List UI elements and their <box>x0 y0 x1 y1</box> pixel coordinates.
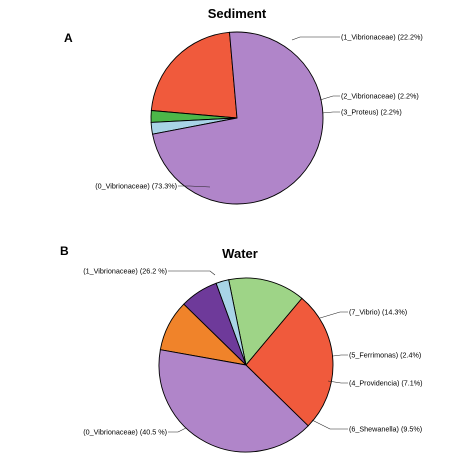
slice-label-4: (0_Vibrionaceae) (40.5 %) <box>83 428 167 437</box>
slice-label-0: (7_Vibrio) (14.3%) <box>349 308 407 317</box>
sediment-slices <box>150 31 324 205</box>
slice-label-2: (3_Proteus) (2.2%) <box>341 108 402 117</box>
panel-label-a: A <box>64 31 73 45</box>
leader-line-4 <box>168 427 187 433</box>
leader-line-2 <box>321 111 340 114</box>
sediment-labels: (1_Vibrionaceae) (22.2%) (2_Vibrionaceae)… <box>95 33 423 191</box>
pie-slice-vibrionaceae-0 <box>150 31 238 119</box>
pie-slice-vibrionaceae-3 <box>152 31 324 205</box>
chart-title-water: Water <box>222 246 258 261</box>
leader-line-5 <box>168 270 216 276</box>
water-pie-panel: Water B (7_Vibrio) (14.3%) (5_Ferrimonas)… <box>60 244 423 453</box>
pie-slice-vibrionaceae-5 <box>245 297 334 427</box>
slice-label-3: (0_Vibrionaceae) (73.3%) <box>95 182 177 191</box>
slice-label-5: (1_Vibrionaceae) (26.2 %) <box>83 267 167 276</box>
leader-line-0 <box>291 36 340 41</box>
slice-label-2: (4_Providencia) (7.1%) <box>349 379 423 388</box>
pie-slice-vibrio-0 <box>228 277 303 367</box>
leader-line-3 <box>178 185 211 188</box>
sediment-pie-panel: Sediment A (1_Vibrionaceae) (22.2%) (2_Vi… <box>64 6 423 205</box>
leader-line-2 <box>327 380 348 384</box>
slice-label-1: (2_Vibrionaceae) (2.2%) <box>341 92 419 101</box>
slice-label-1: (5_Ferrimonas) (2.4%) <box>349 351 421 360</box>
slice-label-3: (6_Shewanella) (9.5%) <box>349 425 422 434</box>
leader-line-1 <box>332 354 348 357</box>
leader-line-3 <box>311 419 348 430</box>
leader-line-1 <box>319 95 340 101</box>
water-labels: (7_Vibrio) (14.3%) (5_Ferrimonas) (2.4%) (… <box>83 267 422 437</box>
slice-label-0: (1_Vibrionaceae) (22.2%) <box>341 33 423 42</box>
pie-slice-vibrionaceae-4 <box>158 349 309 453</box>
water-slices <box>158 277 334 453</box>
panel-label-b: B <box>60 244 69 258</box>
chart-title-sediment: Sediment <box>208 6 267 21</box>
leader-line-0 <box>319 311 348 319</box>
